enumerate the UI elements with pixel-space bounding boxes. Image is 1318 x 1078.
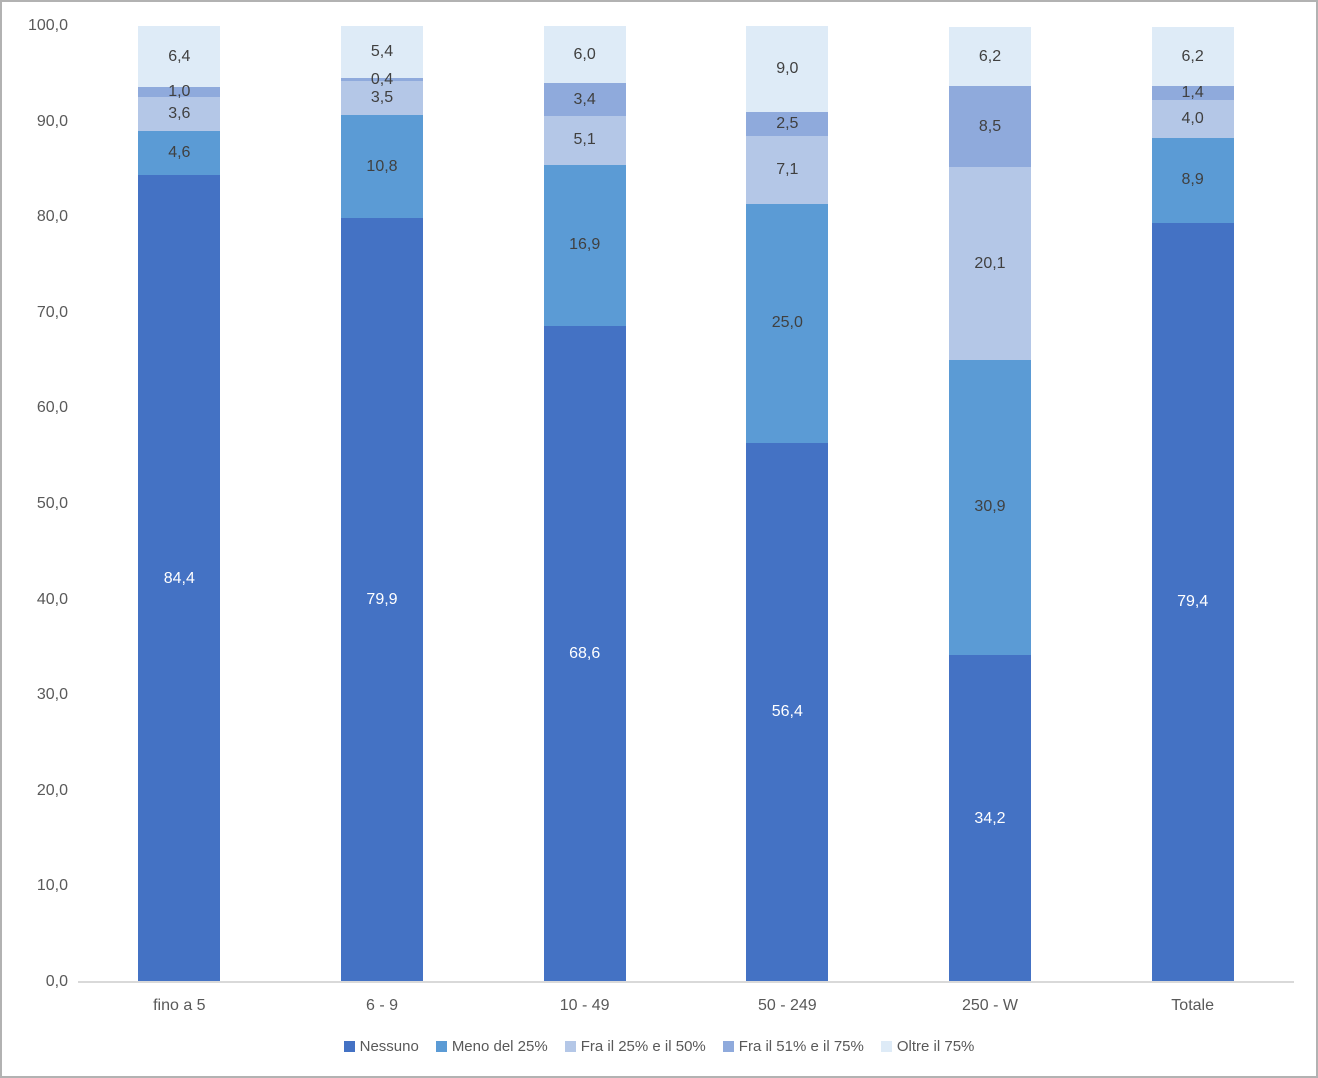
y-tick-label: 50,0 [36, 495, 68, 512]
legend-swatch-icon [564, 1041, 576, 1052]
legend: Nessuno Meno del 25% Fra il 25% e il 50% Fr… [2, 1038, 1316, 1055]
bar-segment[interactable] [746, 135, 829, 204]
bar-segment[interactable] [949, 86, 1031, 168]
y-tick-label: 40,0 [36, 590, 68, 608]
y-tick-label: 100,0 [27, 17, 68, 34]
bar-segment[interactable] [1151, 99, 1234, 138]
bar-segment[interactable] [138, 131, 221, 176]
bar-segment[interactable] [949, 359, 1031, 656]
bar-segment[interactable] [746, 203, 829, 443]
bar-segment[interactable] [543, 164, 626, 327]
bar-segment[interactable] [949, 655, 1031, 982]
bar-segment[interactable] [1151, 86, 1234, 100]
bar-segment[interactable] [341, 26, 423, 78]
bar-segment[interactable] [138, 175, 221, 982]
bar-segment[interactable] [543, 326, 626, 982]
bar-segment[interactable] [1151, 26, 1234, 87]
bar-segment[interactable] [138, 96, 221, 132]
legend-item[interactable]: Nessuno [343, 1038, 419, 1055]
y-tick-label: 30,0 [36, 686, 68, 704]
y-tick-label: 80,0 [36, 208, 68, 226]
y-tick-label: 0,0 [45, 973, 68, 990]
y-tick-label: 20,0 [36, 781, 68, 799]
legend-item-label: Fra il 25% e il 50% [580, 1038, 706, 1055]
bar-segment[interactable] [341, 81, 423, 115]
bar-segment[interactable] [746, 442, 829, 982]
bar-segment[interactable] [949, 26, 1031, 87]
x-tick-label: 10 - 49 [559, 997, 610, 1014]
y-tick-label: 10,0 [36, 877, 68, 895]
legend-swatch-icon [880, 1041, 892, 1052]
bar-segment[interactable] [746, 112, 829, 136]
bar-segment[interactable] [341, 114, 423, 219]
y-tick-label: 60,0 [36, 399, 68, 417]
bar-segment[interactable] [746, 26, 829, 113]
legend-item-label: Fra il 51% e il 75% [738, 1038, 864, 1055]
bar-segment[interactable] [138, 87, 221, 97]
legend-item-label: Meno del 25% [451, 1038, 548, 1055]
legend-item-label: Nessuno [359, 1038, 419, 1055]
y-tick-label: 70,0 [36, 303, 68, 321]
legend-item[interactable]: Fra il 25% e il 50% [564, 1038, 706, 1055]
bar-segment[interactable] [1151, 222, 1234, 982]
bar-segment[interactable] [341, 218, 423, 982]
bar-segment[interactable] [543, 83, 626, 116]
legend-swatch-icon [722, 1041, 734, 1052]
x-tick-label: Totale [1171, 997, 1214, 1014]
bar-segment[interactable] [1151, 137, 1234, 223]
x-axis-line [78, 981, 1294, 983]
bar-segment[interactable] [341, 77, 423, 82]
bar-segment[interactable] [543, 26, 626, 84]
legend-item[interactable]: Fra il 51% e il 75% [722, 1038, 864, 1055]
legend-item-label: Oltre il 75% [896, 1038, 975, 1055]
legend-swatch-icon [435, 1041, 447, 1052]
legend-swatch-icon [343, 1041, 355, 1052]
legend-item[interactable]: Oltre il 75% [880, 1038, 975, 1055]
x-tick-label: 250 - W [961, 997, 1018, 1014]
legend-item[interactable]: Meno del 25% [435, 1038, 548, 1055]
y-tick-label: 90,0 [36, 112, 68, 130]
bar-segment[interactable] [949, 167, 1031, 360]
x-tick-label: 50 - 249 [757, 997, 817, 1014]
x-tick-label: fino a 5 [153, 997, 206, 1014]
x-tick-label: 6 - 9 [365, 997, 398, 1014]
bar-segment[interactable] [138, 26, 221, 88]
bar-segment[interactable] [543, 115, 626, 165]
